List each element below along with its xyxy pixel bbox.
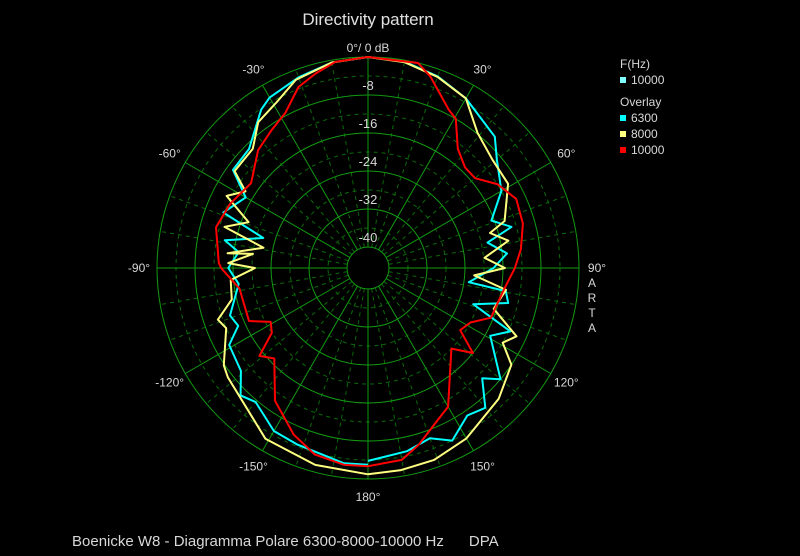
legend-current-swatch <box>620 77 626 83</box>
angle-tick-label: 150° <box>470 459 495 473</box>
arta-letter: A <box>587 321 596 335</box>
angle-tick-label: 30° <box>473 63 491 77</box>
chart-title: Directivity pattern <box>302 10 434 29</box>
grid-spoke <box>378 285 474 451</box>
legend-item-6300: 6300 <box>620 110 664 126</box>
arta-letter: T <box>588 306 596 320</box>
radial-tick-label: -8 <box>362 78 374 93</box>
legend-swatch <box>620 147 626 153</box>
legend-swatch <box>620 115 626 121</box>
angle-tick-label: -30° <box>242 63 264 77</box>
angle-tick-label: 180° <box>356 490 381 504</box>
arta-letter: A <box>587 276 596 290</box>
footer-caption: Boenicke W8 - Diagramma Polare 6300-8000… <box>72 533 499 550</box>
grid-spoke <box>385 278 551 374</box>
angle-tick-label: -60° <box>159 147 181 161</box>
legend-label: 10000 <box>631 143 665 157</box>
legend-header-text: F(Hz) <box>620 57 650 71</box>
legend-label: 6300 <box>631 111 658 125</box>
legend-overlay-header: Overlay <box>620 94 664 110</box>
legend-item-8000: 8000 <box>620 126 664 142</box>
grid-spoke-minor <box>388 271 576 306</box>
radial-tick-label: -16 <box>359 116 378 131</box>
angle-tick-label: -120° <box>155 376 184 390</box>
radial-tick-label: -24 <box>359 154 378 169</box>
arta-label: A R T A <box>586 276 598 336</box>
radial-tick-label: -40 <box>359 230 378 245</box>
center-hole <box>348 248 388 288</box>
angle-tick-label: -90° <box>128 261 150 275</box>
zero-db-label: 0°/ 0 dB <box>347 41 390 55</box>
grid-spoke <box>262 85 358 251</box>
legend-item-10000: 10000 <box>620 142 664 158</box>
legend-swatch <box>620 131 626 137</box>
grid-spoke <box>262 285 358 451</box>
legend-header: F(Hz) <box>620 56 664 72</box>
arta-letter: R <box>587 291 597 305</box>
legend: F(Hz) 10000 Overlay 6300 8000 10000 <box>620 56 664 158</box>
grid-spoke-minor <box>160 271 348 306</box>
grid-spoke <box>185 162 351 258</box>
angle-tick-label: 90° <box>588 261 606 275</box>
radial-tick-label: -32 <box>359 192 378 207</box>
legend-current-label: 10000 <box>631 73 665 87</box>
series-10000-line <box>215 56 524 468</box>
legend-current: 10000 <box>620 72 664 88</box>
grid-spoke <box>378 85 474 251</box>
series-8000-line <box>216 56 518 476</box>
angle-tick-label: 60° <box>557 147 575 161</box>
grid-spoke <box>385 162 551 258</box>
grid-spoke <box>185 278 351 374</box>
angle-tick-label: -150° <box>239 459 268 473</box>
legend-label: 8000 <box>631 127 658 141</box>
angle-tick-label: 120° <box>554 376 579 390</box>
legend-overlay-text: Overlay <box>620 95 662 109</box>
